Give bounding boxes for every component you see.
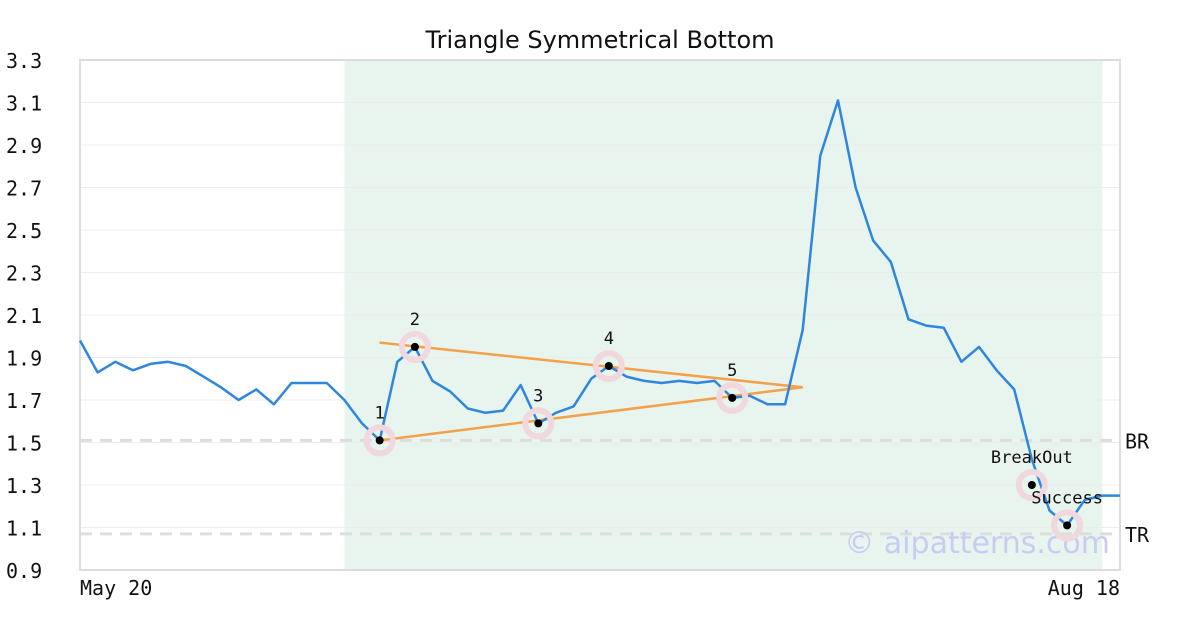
point-marker-3: [534, 419, 543, 428]
y-tick-label: 2.3: [6, 262, 42, 286]
y-tick-label: 3.3: [6, 49, 42, 73]
point-marker-4: [604, 362, 613, 370]
chart-title: Triangle Symmetrical Bottom: [424, 26, 774, 54]
point-marker-2: [410, 342, 419, 351]
point-label-breakout: BreakOut: [991, 448, 1073, 468]
point-label-2: 2: [410, 310, 420, 330]
point-marker-success: [1063, 521, 1072, 530]
y-tick-label: 1.9: [6, 347, 42, 371]
point-halo-breakout: [1015, 469, 1048, 501]
point-label-3: 3: [533, 386, 543, 406]
y-tick-label: 2.1: [6, 304, 42, 328]
point-label-success: Success: [1031, 488, 1103, 508]
y-tick-label: 0.9: [6, 559, 42, 583]
watermark: © aipatterns.com: [844, 526, 1110, 561]
point-marker-1: [375, 436, 384, 445]
y-tick-label: 1.5: [6, 432, 42, 456]
point-halo-4: [592, 350, 625, 382]
point-marker-5: [728, 393, 737, 402]
y-tick-label: 2.5: [6, 219, 42, 243]
points-layer: 1 2 3 4 5 BreakOut Success: [363, 310, 1103, 542]
y-tick-label: 2.7: [6, 177, 42, 201]
y-axis-ticks: 0.9 1.1 1.3 1.5 1.7 1.9 2.1 2.3 2.5 2.7 2.9 3.1 3.3: [6, 49, 42, 583]
upper-trend-line: [379, 341, 803, 389]
point-label-4: 4: [604, 329, 614, 349]
point-halo-5: [716, 381, 749, 414]
point-halo-success: [1051, 509, 1084, 542]
y-tick-label: 2.9: [6, 134, 42, 158]
y-tick-label: 1.7: [6, 389, 42, 413]
plot-frame: [79, 59, 1121, 571]
point-marker-breakout: [1027, 481, 1036, 489]
point-halo-2: [398, 330, 431, 363]
point-halo-3: [522, 407, 555, 440]
point-label-5: 5: [727, 361, 737, 381]
x-tick-label: May 20: [80, 576, 152, 600]
y-tick-label: 1.3: [6, 474, 42, 498]
reference-label-tr: TR: [1125, 523, 1150, 547]
point-label-1: 1: [375, 403, 385, 423]
x-axis-ticks: May 20 Aug 18: [80, 576, 1120, 600]
y-tick-label: 1.1: [6, 517, 42, 541]
x-tick-label: Aug 18: [1048, 576, 1120, 600]
grid-layer: [80, 59, 1120, 571]
point-halo-1: [363, 424, 396, 457]
y-tick-label: 3.1: [6, 92, 42, 116]
reference-lines-layer: BR TR: [80, 429, 1150, 547]
reference-label-br: BR: [1125, 429, 1150, 453]
